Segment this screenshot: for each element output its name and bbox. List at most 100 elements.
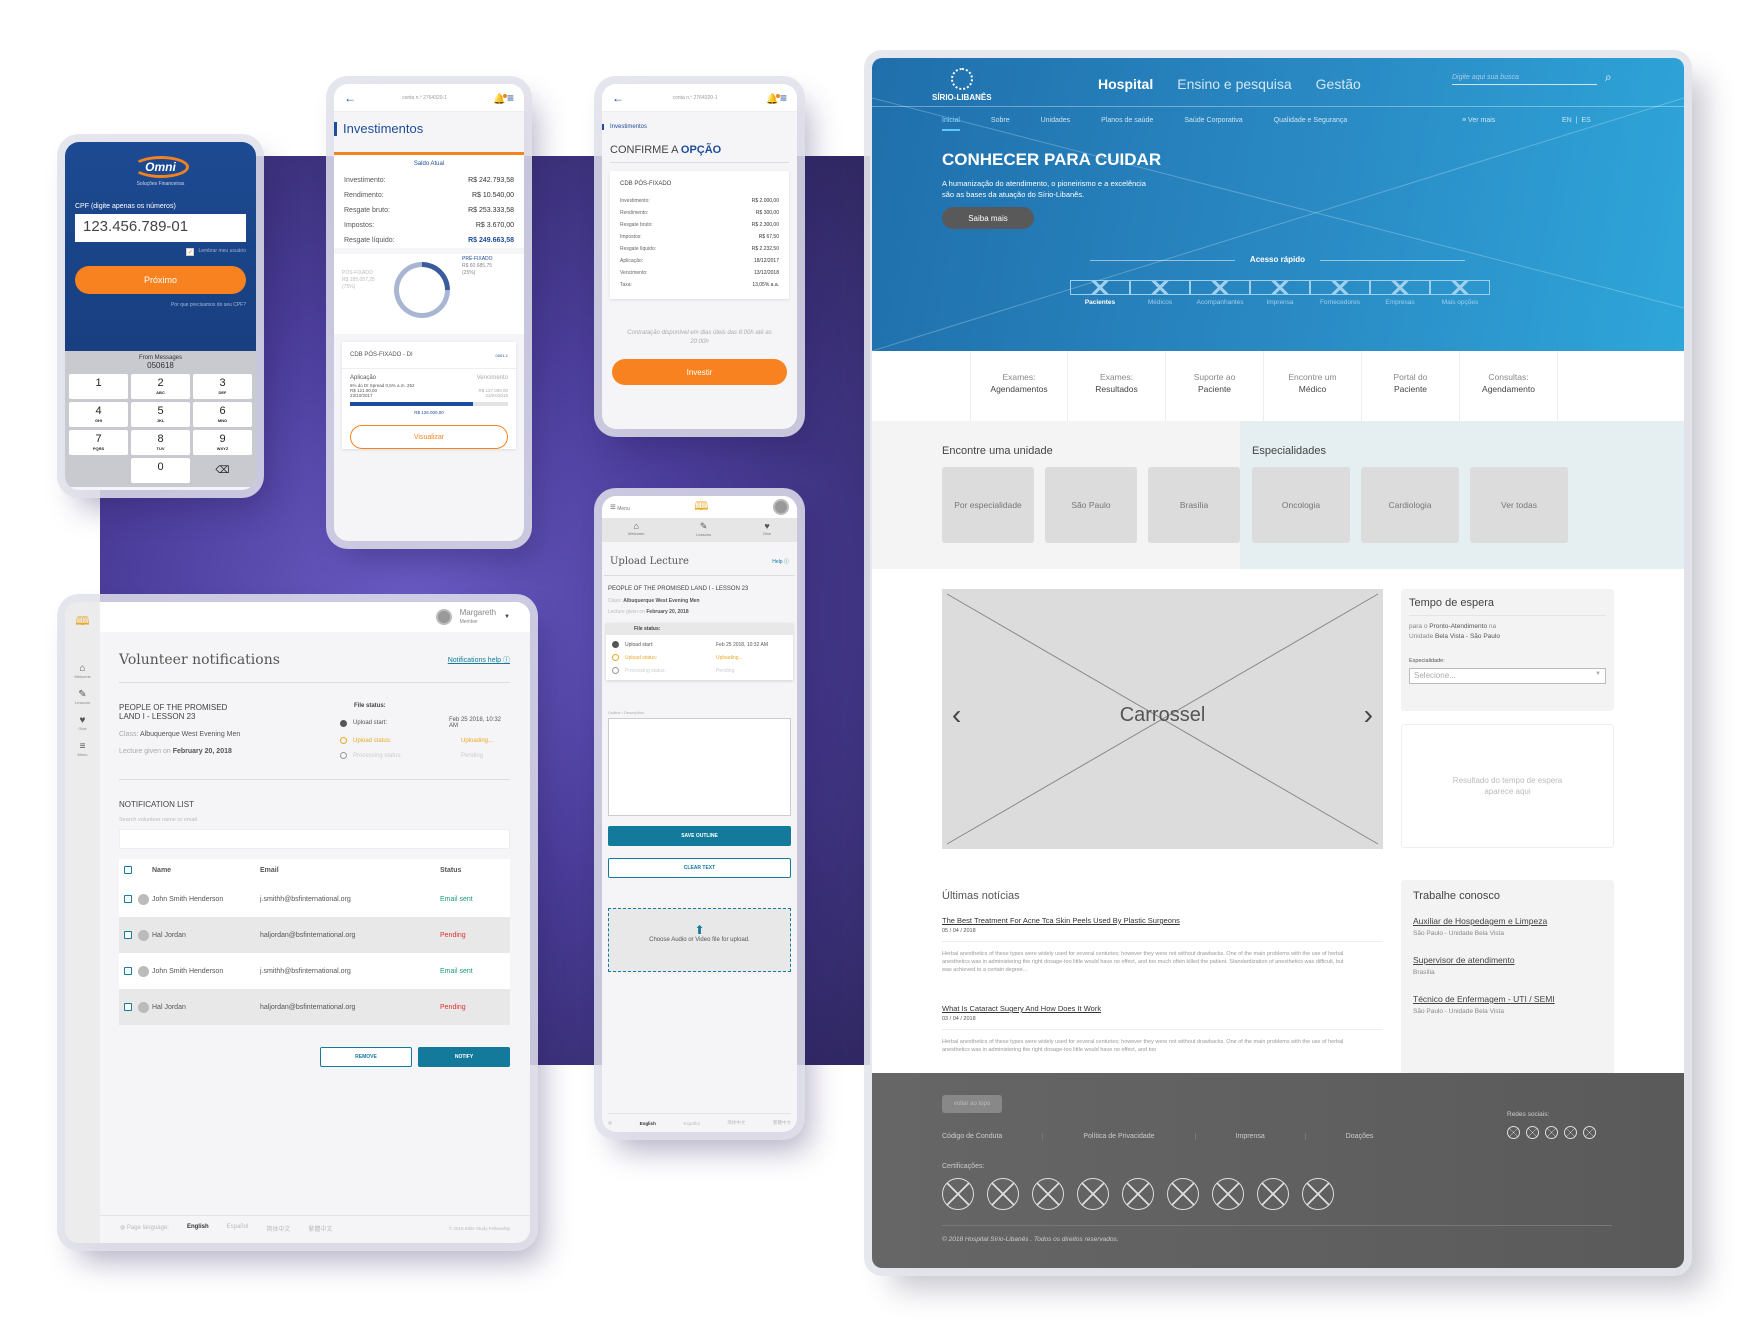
key-7[interactable]: 7 PQRS (69, 430, 128, 455)
file-drop-zone[interactable]: ⬆ Choose Audio or Video file for upload. (608, 908, 791, 972)
main-nav-item[interactable]: Ensino e pesquisa (1177, 76, 1292, 92)
key-2[interactable]: 2 ABC (131, 374, 190, 399)
specialty-tile[interactable]: Cardiologia (1361, 467, 1459, 543)
sidebar-item-welcome[interactable]: ⌂ Welcome (65, 663, 100, 679)
key-9[interactable]: 9 WXYZ (193, 430, 252, 455)
sub-nav-item[interactable]: Inicial (942, 117, 960, 131)
specialty-select[interactable]: Selecione... ▼ (1409, 668, 1606, 684)
lang-option[interactable]: 简体中文 (727, 1120, 746, 1125)
remove-button[interactable]: REMOVE (320, 1047, 412, 1067)
quick-link[interactable]: Mais opções (1430, 280, 1490, 306)
sub-nav-item[interactable]: Planos de saúde (1101, 117, 1154, 124)
social-icon[interactable] (1507, 1126, 1520, 1139)
news-title-link[interactable]: The Best Treatment For Acne Tca Skin Pee… (942, 916, 1180, 925)
search-input[interactable] (119, 829, 510, 849)
search-input[interactable]: Digite aqui sua busca (1452, 74, 1597, 85)
key-1[interactable]: 1 (69, 374, 128, 399)
unit-tile[interactable]: Brasília (1148, 467, 1240, 543)
bell-icon[interactable]: 🔔 (493, 93, 506, 105)
breadcrumb[interactable]: Investimentos (602, 124, 797, 130)
lang-option[interactable]: English (186, 1224, 209, 1230)
chevron-down-icon[interactable]: ▼ (504, 614, 510, 620)
shortcut-link[interactable]: Portal do Paciente (1362, 351, 1460, 421)
outline-textarea[interactable] (608, 718, 791, 816)
lang-option[interactable]: 繁體中文 (772, 1120, 791, 1125)
sidebar-item-menu[interactable]: ≡ Menu (65, 741, 100, 757)
remember-checkbox[interactable]: ✓ Lembrar meu usuário (75, 248, 246, 256)
search-icon[interactable]: ⌕ (1605, 70, 1612, 84)
next-button[interactable]: Próximo (75, 266, 246, 294)
notifications-help-link[interactable]: Notifications help ⓘ (448, 655, 510, 665)
lang-es[interactable]: ES (1581, 117, 1591, 124)
lang-option[interactable]: 简体中文 (266, 1227, 291, 1233)
unit-tile[interactable]: São Paulo (1045, 467, 1137, 543)
sidebar-item-give[interactable]: ♥ Give (65, 715, 100, 731)
lang-option[interactable]: 繁體中文 (308, 1227, 333, 1233)
unit-tile[interactable]: Por especialidade (942, 467, 1034, 543)
invest-button[interactable]: Investir (612, 359, 787, 385)
sirio-logo[interactable]: SÍRIO-LIBANÊS (932, 68, 992, 102)
main-nav-item[interactable]: Hospital (1098, 76, 1154, 92)
backspace-icon[interactable]: ⌫ (215, 465, 230, 476)
social-icon[interactable] (1583, 1126, 1596, 1139)
ver-mais-button[interactable]: ≡ Ver mais (1462, 117, 1495, 124)
main-nav-item[interactable]: Gestão (1315, 76, 1361, 92)
sub-nav-item[interactable]: Saúde Corporativa (1184, 117, 1243, 124)
quick-link[interactable]: Imprensa (1250, 280, 1310, 306)
job-title-link[interactable]: Técnico de Enfermagem - UTI / SEMI (1413, 994, 1555, 1004)
back-arrow-icon[interactable]: ← (344, 90, 356, 105)
shortcut-link[interactable]: Exames: Resultados (1068, 351, 1166, 421)
quick-link[interactable]: Pacientes (1070, 280, 1130, 306)
footer-link[interactable]: Código de Conduta (942, 1133, 1044, 1140)
tab-give[interactable]: ♥ Give (763, 521, 771, 542)
bell-icon[interactable]: 🔔 (766, 93, 779, 105)
key-4[interactable]: 4 GHI (69, 402, 128, 427)
tab-lessons[interactable]: ✎ Lessons (696, 521, 711, 542)
shortcut-link[interactable]: Consultas: Agendamento (1460, 351, 1558, 421)
specialty-tile[interactable]: Ver todas (1470, 467, 1568, 543)
lang-en[interactable]: EN (1562, 117, 1572, 124)
quick-link[interactable]: Fornecedores (1310, 280, 1370, 306)
quick-link[interactable]: Médicos (1130, 280, 1190, 306)
shortcut-link[interactable]: Suporte ao Paciente (1166, 351, 1264, 421)
shortcut-link[interactable]: Exames: Agendamentos (970, 351, 1068, 421)
help-link[interactable]: Help ⓘ (772, 558, 789, 565)
job-title-link[interactable]: Auxiliar de Hospedagem e Limpeza (1413, 916, 1548, 926)
specialty-tile[interactable]: Oncologia (1252, 467, 1350, 543)
key-6[interactable]: 6 MNO (193, 402, 252, 427)
sub-nav-item[interactable]: Sobre (990, 117, 1010, 124)
key-3[interactable]: 3 DEF (193, 374, 252, 399)
saiba-mais-button[interactable]: Saiba mais (942, 207, 1034, 229)
job-title-link[interactable]: Supervisor de atendimento (1413, 955, 1515, 965)
key-0[interactable]: 0 (131, 458, 190, 483)
row-checkbox[interactable] (124, 1003, 132, 1011)
why-cpf-link[interactable]: Por que precisamos do seu CPF? (170, 302, 246, 308)
notify-button[interactable]: NOTIFY (418, 1047, 510, 1067)
menu-icon[interactable]: ≡ (506, 90, 514, 105)
news-title-link[interactable]: What Is Cataract Sugery And How Does It … (942, 1004, 1102, 1013)
user-menu[interactable]: Margareth Member (460, 608, 496, 626)
social-icon[interactable] (1545, 1126, 1558, 1139)
footer-link[interactable]: Imprensa (1236, 1133, 1306, 1140)
row-checkbox[interactable] (124, 967, 132, 975)
key-5[interactable]: 5 JKL (131, 402, 190, 427)
social-icon[interactable] (1564, 1126, 1577, 1139)
save-outline-button[interactable]: SAVE OUTLINE (608, 826, 791, 846)
view-button[interactable]: Visualizar (350, 425, 508, 449)
sidebar-item-lessons[interactable]: ✎ Lessons (65, 689, 100, 705)
chevron-left-icon[interactable]: ‹ (952, 699, 962, 730)
social-icon[interactable] (1526, 1126, 1539, 1139)
menu-icon[interactable]: ≡ (779, 90, 787, 105)
footer-link[interactable]: Política de Privacidade (1083, 1133, 1196, 1140)
quick-link[interactable]: Acompanhantes (1190, 280, 1250, 306)
chevron-right-icon[interactable]: › (1363, 699, 1373, 730)
shortcut-link[interactable]: Encontre um Médico (1264, 351, 1362, 421)
lang-option[interactable]: Español (683, 1120, 700, 1126)
row-checkbox[interactable] (124, 895, 132, 903)
sms-suggestion[interactable]: From Messages 050618 (69, 355, 252, 370)
key-8[interactable]: 8 TUV (131, 430, 190, 455)
lang-option[interactable]: English (639, 1120, 656, 1126)
quick-link[interactable]: Empresas (1370, 280, 1430, 306)
tab-welcome[interactable]: ⌂ Welcome (628, 521, 645, 542)
lang-option[interactable]: Español (226, 1224, 249, 1230)
